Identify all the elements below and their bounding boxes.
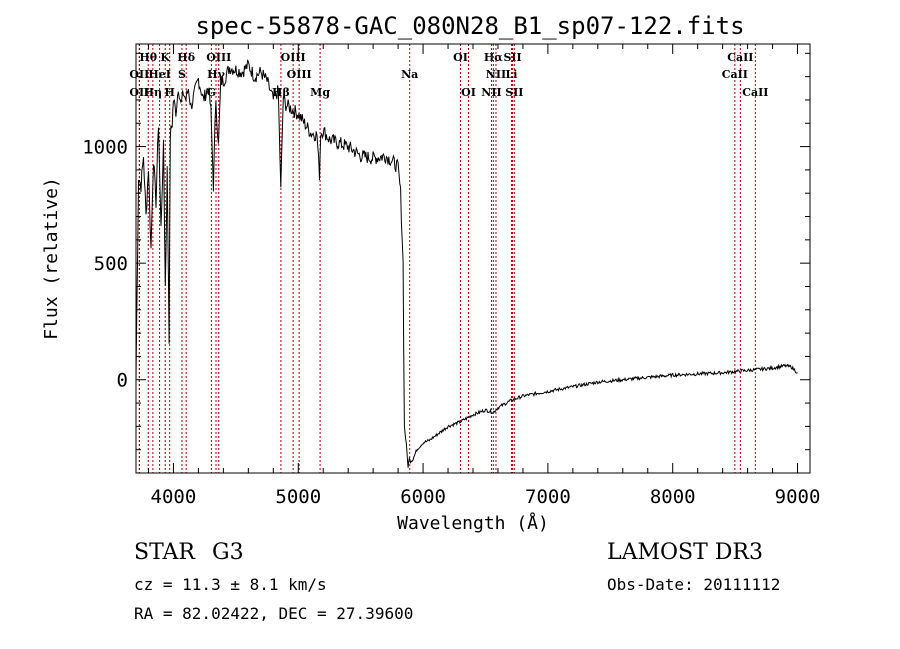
spectral-line-label: H (164, 86, 174, 99)
series-layer (135, 59, 798, 468)
coordinates: RA = 82.02422, DEC = 27.39600 (134, 604, 414, 623)
spectral-line-label: CaII (727, 51, 753, 64)
spectral-line-label: OIII (287, 68, 312, 81)
x-tick-label: 7000 (525, 486, 571, 508)
spectral-line-label: S (178, 68, 186, 81)
x-axis-label: Wavelength (Å) (397, 512, 549, 534)
spectral-line-label: Na (401, 68, 418, 81)
spectral-line-label: HeI (148, 68, 171, 81)
spectral-line-label: OIII (281, 51, 306, 64)
y-tick-label: 1000 (82, 137, 128, 159)
spectral-line-label: Hδ (177, 51, 195, 64)
spectral-line-label: SII (503, 51, 521, 64)
spectral-line-label: K (160, 51, 170, 64)
spectral-line-label: Mg (310, 86, 330, 99)
x-tick-label: 9000 (775, 486, 821, 508)
spectral-line-label: CaII (742, 86, 768, 99)
spectral-line-label: OII (129, 86, 149, 99)
redshift-velocity: cz = 11.3 ± 8.1 km/s (134, 575, 327, 594)
spectral-line-label: OII (129, 68, 149, 81)
y-tick-label: 0 (117, 370, 128, 392)
spectral-line-label: Hθ (139, 51, 157, 64)
plot-frame (135, 43, 811, 474)
spectral-line-label: OI (453, 51, 468, 64)
object-subclass: G3 (212, 540, 244, 565)
x-tick-label: 8000 (650, 486, 696, 508)
spectral-line-label: OIII (206, 51, 231, 64)
y-tick-label: 500 (94, 253, 128, 275)
x-tick-label: 4000 (151, 486, 197, 508)
spectral-line-label: G (207, 86, 216, 99)
spectral-line-label: Hη (144, 86, 162, 99)
spectral-line-label: Li (505, 68, 517, 81)
object-class: STAR (134, 540, 195, 565)
spectral-line-label: SII (505, 86, 523, 99)
x-tick-label: 6000 (400, 486, 446, 508)
axis-ticks: 4000 5000 6000 7000 8000 9000 0 500 1000 (82, 44, 820, 508)
spectral-line-label: Hα (484, 51, 503, 64)
spectral-line-label: CaII (722, 68, 748, 81)
spectral-line-label: NII (481, 86, 501, 99)
spectrum-line (135, 59, 798, 468)
chart-title: spec-55878-GAC_080N28_B1_sp07-122.fits (195, 12, 744, 40)
survey-name: LAMOST DR3 (607, 540, 763, 565)
x-tick-label: 5000 (275, 486, 321, 508)
y-axis-label: Flux (relative) (41, 177, 62, 340)
observation-date: Obs-Date: 20111112 (607, 575, 781, 594)
spectral-line-label: NII (486, 68, 506, 81)
spectral-line-label: OI (461, 86, 476, 99)
